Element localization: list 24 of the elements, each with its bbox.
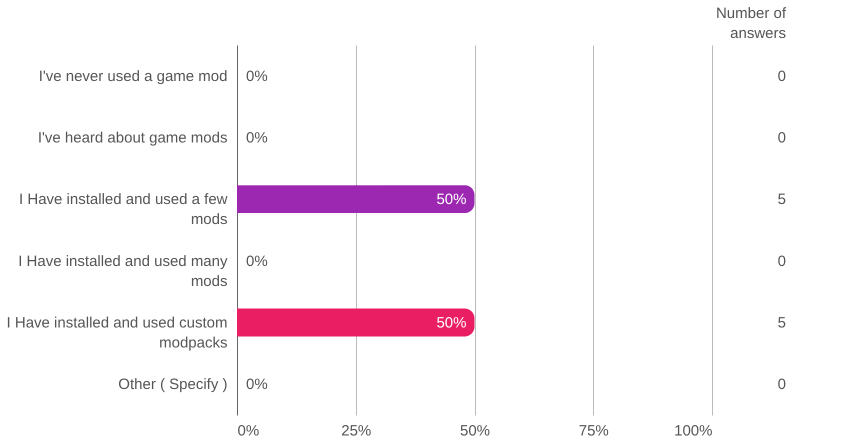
data-label: 0% [246,130,268,146]
data-label: 0% [246,68,268,85]
text: 0 [778,68,786,85]
x-tick-label: 0% [238,422,260,440]
data-label: 50% [436,314,466,332]
text: 5 [778,314,786,332]
text: 0 [778,130,786,146]
text: 5 [778,191,786,208]
text: 0 [778,376,786,394]
y-tick-label: Other ( Specify ) [118,376,228,394]
x-tick-label: 75% [578,422,609,440]
y-tick-label: I've heard about game mods [38,130,228,146]
x-tick-label: 100% [674,422,712,440]
x-tick-label: 25% [341,422,372,440]
text: Number of answers [716,5,787,42]
data-label: 0% [246,252,268,270]
text: 0 [778,252,786,270]
y-tick-label: I Have installed and used many mods [18,252,228,290]
y-tick-label: I Have installed and used a few mods [19,191,228,228]
y-tick-label: I Have installed and used custom modpacks [6,314,228,352]
y-tick-label: I've never used a game mod [38,68,228,85]
data-label: 50% [436,191,466,208]
x-tick-label: 50% [460,422,490,440]
data-label: 0% [246,376,268,394]
